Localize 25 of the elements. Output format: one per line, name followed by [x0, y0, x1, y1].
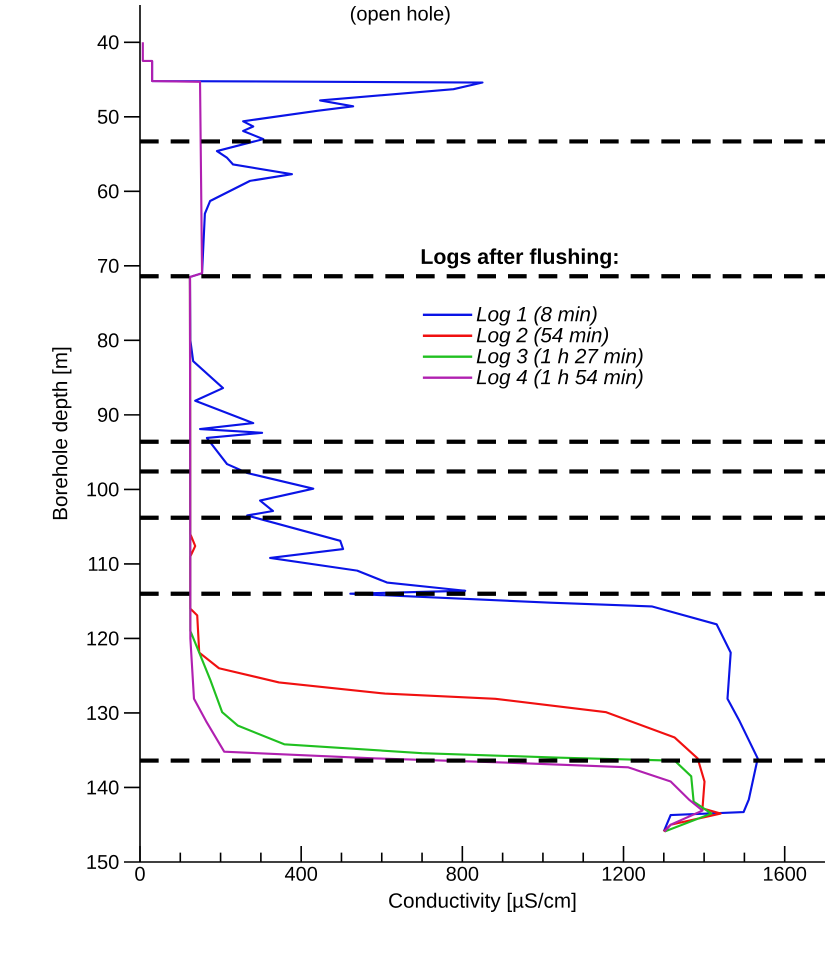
y-tick-label: 50 [98, 110, 118, 124]
y-tick-label: 70 [98, 258, 118, 273]
legend-title: Logs after flushing: [422, 248, 618, 268]
legend-label: Log 3 (1 h 27 min) [476, 348, 643, 368]
y-tick-label: 80 [98, 333, 118, 348]
x-tick-label: 1200 [602, 866, 645, 881]
x-tick-label: 1600 [764, 866, 806, 881]
legend-label: Log 1 (8 min) [476, 306, 597, 326]
y-tick-label: 140 [87, 780, 118, 795]
legend-label: Log 4 (1 h 54 min) [476, 369, 643, 388]
y-tick-label: 130 [87, 706, 118, 720]
y-tick-label: 150 [87, 854, 118, 870]
y-tick-label: 90 [98, 408, 118, 422]
x-tick-label: 800 [446, 866, 478, 881]
x-tick-label: 400 [284, 866, 318, 881]
legend-label: Log 2 (54 min) [476, 327, 608, 347]
x-tick-label: 0 [135, 866, 145, 881]
y-tick-label: 110 [88, 556, 118, 571]
y-tick-label: 100 [87, 482, 118, 496]
y-tick-label: 60 [98, 184, 118, 198]
y-tick-label: 120 [87, 631, 118, 646]
y-axis-title: Borehole depth [m] [52, 348, 72, 520]
chart-title: (open hole) [350, 6, 450, 25]
x-axis-title: Conductivity [µS/cm] [389, 892, 576, 912]
y-tick-label: 40 [98, 35, 118, 50]
